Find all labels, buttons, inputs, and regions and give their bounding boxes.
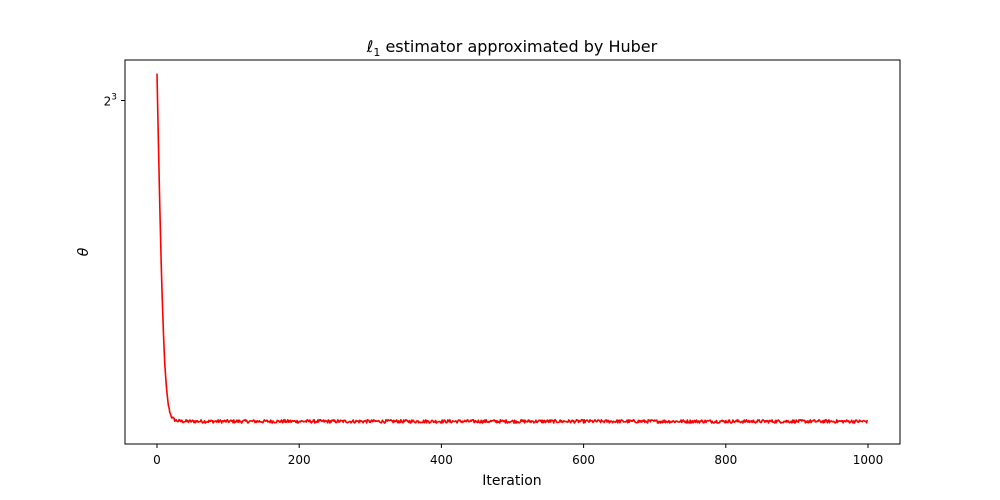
title-text: estimator approximated by Huber xyxy=(380,37,657,56)
x-axis-label: Iteration xyxy=(482,473,541,489)
x-tick-label: 0 xyxy=(153,453,161,467)
title-subscript: 1 xyxy=(373,46,380,59)
x-tick-label: 400 xyxy=(430,453,453,467)
x-tick-label: 1000 xyxy=(853,453,884,467)
y-tick-label: 23 xyxy=(104,93,117,109)
series-group xyxy=(156,73,869,424)
x-tick-label: 800 xyxy=(714,453,737,467)
axes-frame xyxy=(124,59,901,445)
y-axis-label: θ xyxy=(76,247,92,256)
x-tick-label: 600 xyxy=(572,453,595,467)
x-ticks: 0 200 400 600 800 1000 xyxy=(153,444,883,467)
series-line xyxy=(156,73,869,424)
y-ticks: 23 xyxy=(104,93,125,109)
chart-title: ℓ1 estimator approximated by Huber xyxy=(366,37,658,59)
x-tick-label: 200 xyxy=(288,453,311,467)
title-ell: ℓ xyxy=(366,37,374,56)
